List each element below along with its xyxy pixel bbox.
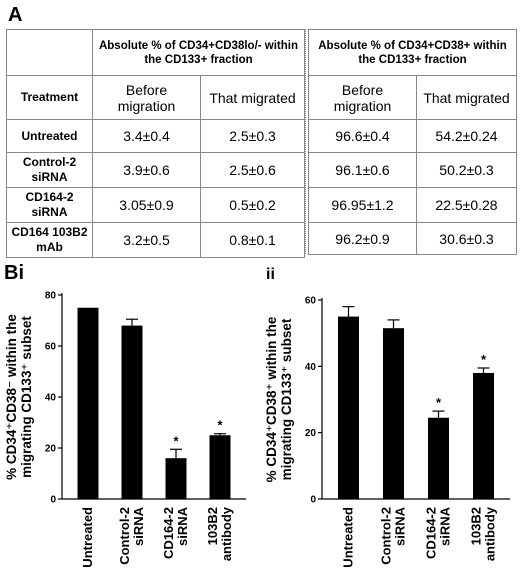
y-tick-label: 40 xyxy=(305,362,317,373)
before-migration-header: Before migration xyxy=(92,75,201,120)
x-category-label: antibody xyxy=(483,506,498,561)
x-category-label: siRNA xyxy=(131,506,146,546)
bar xyxy=(428,417,449,499)
bar xyxy=(165,458,187,499)
x-category-label: siRNA xyxy=(393,506,408,546)
y-tick-label: 0 xyxy=(310,495,316,506)
bar xyxy=(209,435,231,499)
table-cell: 2.5±0.6 xyxy=(200,152,305,188)
left-data-table: Absolute % of CD34+CD38lo/- within the C… xyxy=(6,29,305,258)
y-tick-label: 20 xyxy=(305,428,317,439)
x-category-label: 103B2 xyxy=(205,507,220,545)
y-tick-label: 40 xyxy=(45,393,57,404)
x-category-label: Control-2 xyxy=(117,507,132,565)
table-cell: 50.2±0.3 xyxy=(416,152,517,188)
x-category-label: siRNA xyxy=(175,506,190,546)
chart-bi: 0 20 40 60 80 % CD34⁺CD38⁻ within the migratin… xyxy=(4,291,246,568)
y-tick-label: 80 xyxy=(45,291,57,302)
y-tick-label: 60 xyxy=(45,342,57,353)
table-cell: 0.5±0.2 xyxy=(200,187,305,223)
bar xyxy=(338,316,359,499)
x-category-label: Untreated xyxy=(341,507,356,568)
before-migration-header: Before migration xyxy=(308,75,417,120)
x-category-label: CD164-2 xyxy=(161,507,176,559)
table-cell: 96.6±0.4 xyxy=(308,119,417,153)
table-cell: 3.05±0.9 xyxy=(92,187,201,223)
table-cell: 3.9±0.6 xyxy=(92,152,201,188)
row-label-control-2-sirna: Control-2 siRNA xyxy=(6,152,93,188)
bar xyxy=(77,307,99,499)
table-cell: 96.95±1.2 xyxy=(308,187,417,223)
panel-a-label: A xyxy=(8,4,23,26)
left-group-header: Absolute % of CD34+CD38lo/- within the C… xyxy=(92,29,305,76)
x-category-label: siRNA xyxy=(438,506,453,546)
table-cell: 54.2±0.24 xyxy=(416,119,517,153)
bar xyxy=(473,372,494,499)
significance-marker: * xyxy=(173,433,179,448)
row-label-cd164-2-sirna: CD164-2 siRNA xyxy=(6,187,93,223)
y-axis-label: migrating CD133⁺ subset xyxy=(279,318,294,480)
chart-ii: 0 20 40 60 % CD34⁺CD38⁺ within the migrating … xyxy=(264,296,510,568)
x-category-label: antibody xyxy=(219,506,234,561)
table-cell: 3.4±0.4 xyxy=(92,119,201,153)
table-cell: 30.6±0.3 xyxy=(416,222,517,255)
y-tick-label: 60 xyxy=(305,296,317,307)
table-cell: 2.5±0.3 xyxy=(200,119,305,153)
table-cell: 96.2±0.9 xyxy=(308,222,417,255)
that-migrated-header: That migrated xyxy=(416,75,517,120)
table-cell: 3.2±0.5 xyxy=(92,222,201,258)
y-axis-label: % CD34⁺CD38⁻ within the xyxy=(4,314,19,480)
right-group-header: Absolute % of CD34+CD38+ within the CD13… xyxy=(308,29,517,76)
panel-bi-label: Bi xyxy=(4,262,24,284)
y-tick-label: 20 xyxy=(45,444,57,455)
table-cell: 96.1±0.6 xyxy=(308,152,417,188)
y-axis-label: % CD34⁺CD38⁺ within the xyxy=(264,316,279,482)
y-tick-label: 0 xyxy=(50,495,56,506)
right-data-table: Absolute % of CD34+CD38+ within the CD13… xyxy=(308,29,517,255)
significance-marker: * xyxy=(481,352,487,367)
table-cell: 0.8±0.1 xyxy=(200,222,305,258)
significance-marker: * xyxy=(217,418,223,433)
x-category-label: Untreated xyxy=(80,507,95,568)
row-label-untreated: Untreated xyxy=(6,119,93,153)
bar xyxy=(383,328,404,499)
x-category-label: 103B2 xyxy=(469,507,484,545)
bar xyxy=(121,325,143,499)
table-corner-cell xyxy=(6,29,93,76)
row-label-cd164-103b2-mab: CD164 103B2 mAb xyxy=(6,222,93,258)
treatment-header: Treatment xyxy=(6,75,93,120)
panel-ii-label: ii xyxy=(266,266,275,283)
significance-marker: * xyxy=(436,395,442,410)
x-category-label: Control-2 xyxy=(379,507,394,565)
x-category-label: CD164-2 xyxy=(424,507,439,559)
table-divider xyxy=(305,29,306,254)
y-axis-label: migrating CD133⁺ subset xyxy=(19,316,34,478)
that-migrated-header: That migrated xyxy=(200,75,305,120)
table-cell: 22.5±0.28 xyxy=(416,187,517,223)
